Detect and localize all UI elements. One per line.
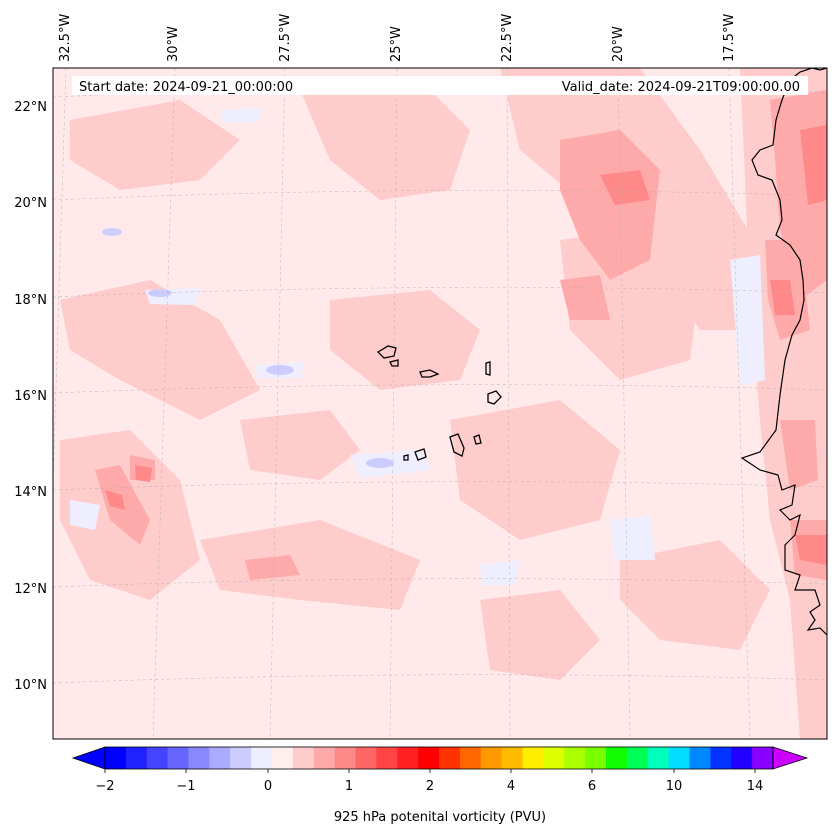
colorbar-cell bbox=[459, 747, 482, 769]
colorbar-cell bbox=[668, 747, 691, 769]
island-sao-nicolau bbox=[419, 369, 440, 378]
island-sal bbox=[485, 361, 491, 376]
island-maio bbox=[473, 434, 482, 445]
colorbar-tick-label: 4 bbox=[507, 779, 515, 794]
island-sao-vicente bbox=[389, 359, 399, 367]
lon-label: 20°W bbox=[611, 26, 626, 62]
colorbar-cell bbox=[334, 747, 357, 769]
colorbar-under-arrow bbox=[71, 746, 106, 770]
lat-label: 22°N bbox=[14, 100, 47, 115]
pv-contours-negative bbox=[70, 108, 765, 585]
colorbar-tick-label: 0 bbox=[264, 779, 272, 794]
colorbar-tick-label: −1 bbox=[176, 779, 195, 794]
lon-label: 25°W bbox=[389, 26, 404, 62]
lat-label: 10°N bbox=[14, 678, 47, 693]
colorbar-cell bbox=[146, 747, 169, 769]
valid-date-text: Valid_date: 2024-09-21T09:00:00.00 bbox=[562, 80, 800, 95]
island-brava bbox=[403, 454, 409, 461]
colorbar-cell bbox=[167, 747, 190, 769]
lon-label: 22.5°W bbox=[500, 14, 515, 62]
colorbar-cell bbox=[272, 747, 294, 769]
colorbar-cell bbox=[522, 747, 544, 769]
longitude-labels: 32.5°W 30°W 27.5°W 25°W 22.5°W 20°W 17.5… bbox=[58, 14, 737, 62]
africa-coastline bbox=[740, 68, 827, 636]
colorbar-cell bbox=[125, 747, 148, 769]
lat-label: 20°N bbox=[14, 196, 47, 211]
colorbar-cell bbox=[585, 747, 607, 769]
pv-contours-negative-strong bbox=[102, 228, 394, 468]
cape-verde-islands bbox=[376, 345, 502, 461]
pv-contours-strong bbox=[105, 125, 827, 565]
island-santo-antao bbox=[376, 345, 397, 359]
colorbar-cell bbox=[105, 747, 127, 769]
colorbar-tick-label: 6 bbox=[588, 779, 596, 794]
colorbar-cell bbox=[376, 747, 398, 769]
colorbar-cell bbox=[188, 747, 210, 769]
lon-label: 27.5°W bbox=[278, 14, 293, 62]
colorbar-tick-label: −2 bbox=[95, 779, 114, 794]
colorbar-cell bbox=[251, 747, 273, 769]
colorbar-cell bbox=[355, 747, 377, 769]
lat-label: 16°N bbox=[14, 389, 47, 404]
lon-label: 32.5°W bbox=[58, 14, 73, 62]
colorbar-title: 925 hPa potenital vorticity (PVU) bbox=[334, 810, 546, 825]
colorbar-cell bbox=[752, 747, 774, 769]
colorbar-tick-labels: −2 −1 0 1 2 4 6 10 14 bbox=[95, 779, 763, 794]
colorbar-cell bbox=[731, 747, 753, 769]
graticule bbox=[53, 68, 827, 739]
colorbar-cell bbox=[397, 747, 419, 769]
colorbar-cell bbox=[480, 747, 503, 769]
colorbar-cell bbox=[501, 747, 524, 769]
colorbar-cell bbox=[230, 747, 252, 769]
lat-label: 18°N bbox=[14, 293, 47, 308]
colorbar-outline bbox=[104, 746, 774, 770]
colorbar-tick-label: 2 bbox=[426, 779, 434, 794]
colorbar-cell bbox=[439, 747, 461, 769]
colorbar-tick-label: 10 bbox=[666, 779, 683, 794]
colorbar-cells bbox=[105, 747, 774, 769]
colorbar-cell bbox=[564, 747, 586, 769]
colorbar-cell bbox=[689, 747, 711, 769]
colorbar-tick-label: 1 bbox=[345, 779, 353, 794]
colorbar-cell bbox=[209, 747, 231, 769]
start-date-box bbox=[72, 76, 320, 95]
colorbar-cell bbox=[543, 747, 565, 769]
colorbar-over-arrow bbox=[772, 746, 809, 770]
lat-label: 14°N bbox=[14, 485, 47, 500]
map-frame bbox=[52, 67, 828, 740]
latitude-labels: 22°N 20°N 18°N 16°N 14°N 12°N 10°N bbox=[14, 100, 47, 693]
colorbar-cell bbox=[292, 747, 315, 769]
colorbar: −2 −1 0 1 2 4 6 10 14 925 hPa potenital … bbox=[71, 746, 809, 825]
colorbar-cell bbox=[606, 747, 628, 769]
colorbar-tick-label: 14 bbox=[747, 779, 764, 794]
island-santiago bbox=[449, 433, 465, 457]
start-date-text: Start date: 2024-09-21_00:00:00 bbox=[79, 80, 293, 95]
lon-label: 17.5°W bbox=[722, 14, 737, 62]
colorbar-cell bbox=[313, 747, 336, 769]
valid-date-box bbox=[320, 76, 808, 95]
colorbar-ticks bbox=[104, 769, 756, 773]
lat-label: 12°N bbox=[14, 582, 47, 597]
island-boa-vista bbox=[487, 390, 502, 405]
lon-label: 30°W bbox=[166, 26, 181, 62]
map-area bbox=[53, 68, 827, 739]
colorbar-cell bbox=[647, 747, 670, 769]
island-fogo bbox=[414, 448, 427, 461]
colorbar-cell bbox=[626, 747, 649, 769]
colorbar-cell bbox=[418, 747, 440, 769]
colorbar-cell bbox=[710, 747, 732, 769]
